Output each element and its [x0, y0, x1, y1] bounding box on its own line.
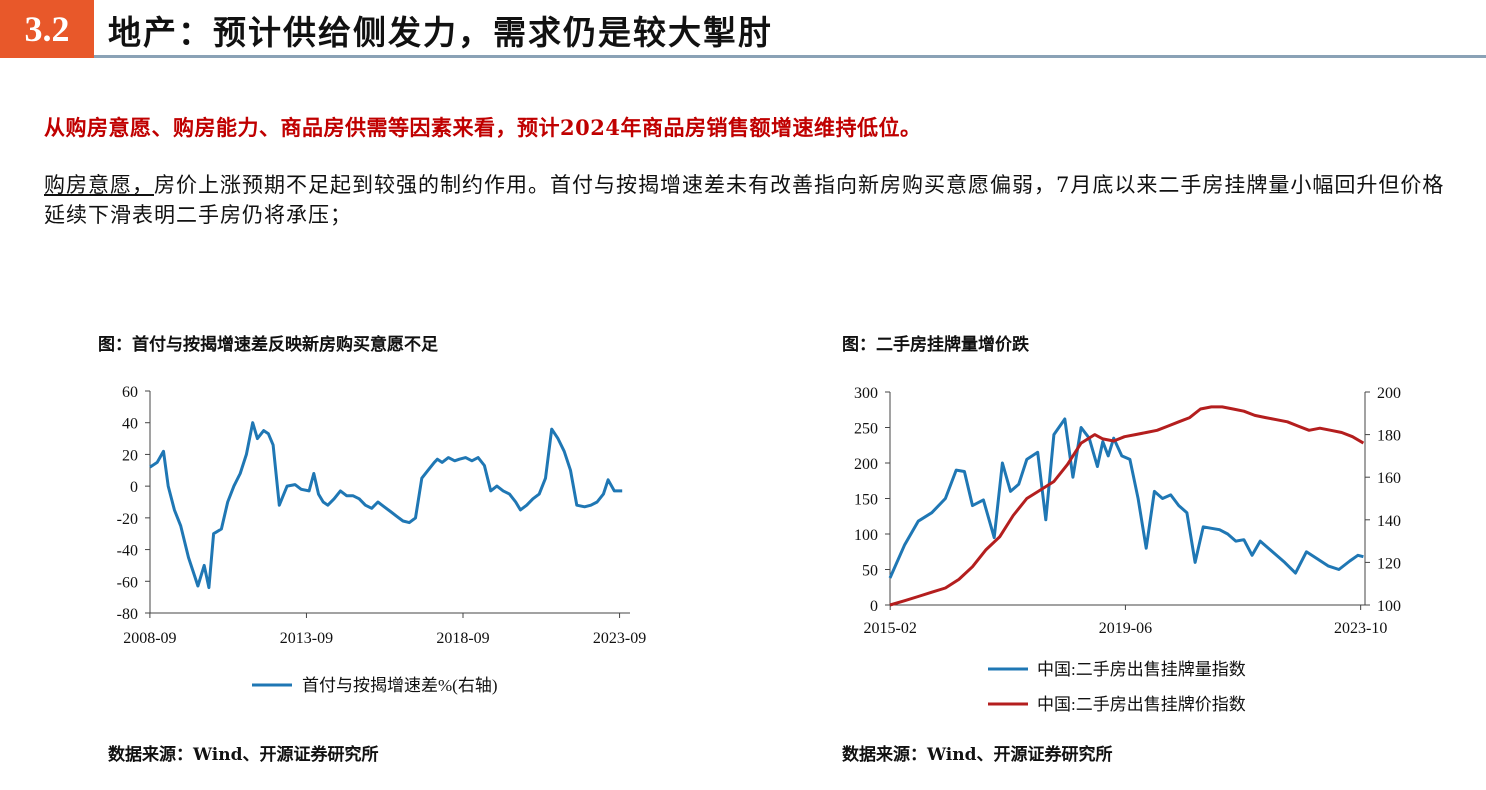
body-paragraph: 购房意愿，房价上涨预期不足起到较强的制约作用。首付与按揭增速差未有改善指向新房购…	[44, 170, 1464, 230]
x-tick-label: 2023-10	[1334, 620, 1387, 637]
right-y-tick-label: 100	[1377, 598, 1401, 615]
y-tick-label: 40	[122, 416, 138, 433]
legend-label: 首付与按揭增速差%(右轴)	[302, 676, 497, 695]
y-tick-label: 0	[130, 479, 138, 496]
x-tick-label: 2013-09	[280, 630, 333, 647]
series-line	[888, 417, 1364, 579]
right-y-tick-label: 180	[1377, 428, 1401, 445]
right-y-tick-label: 140	[1377, 513, 1401, 530]
x-tick-label: 2008-09	[123, 630, 176, 647]
left-y-tick-label: 250	[854, 421, 878, 438]
figure-2-title: 图：二手房挂牌量增价跌	[842, 335, 1029, 355]
figure-1-title: 图：首付与按揭增速差反映新房购买意愿不足	[98, 335, 438, 355]
section-number-badge: 3.2	[0, 0, 94, 58]
series-line	[889, 405, 1365, 607]
figure-1-source: 数据来源：Wind、开源证券研究所	[108, 745, 379, 765]
left-y-tick-label: 0	[870, 598, 878, 615]
y-tick-label: -40	[117, 543, 138, 560]
series-line	[149, 421, 623, 590]
y-tick-label: 20	[122, 447, 138, 464]
listing-dual-axis-chart: 0 50 100 150 200 250 300 100 120 140 160 180 200 2015…	[854, 385, 1401, 714]
right-y-tick-label: 160	[1377, 470, 1401, 487]
y-tick-label: 60	[122, 384, 138, 401]
y-tick-label: -60	[117, 574, 138, 591]
legend-label: 中国:二手房出售挂牌量指数	[1037, 660, 1246, 679]
lead-statement: 从购房意愿、购房能力、商品房供需等因素来看，预计2024年商品房销售额增速维持低…	[44, 115, 922, 140]
left-y-tick-label: 300	[854, 385, 878, 402]
left-y-tick-label: 100	[854, 527, 878, 544]
slide-header: 3.2 地产：预计供给侧发力，需求仍是较大掣肘	[0, 0, 1486, 58]
y-tick-label: -80	[117, 606, 138, 623]
slide-title: 地产：预计供给侧发力，需求仍是较大掣肘	[108, 13, 773, 52]
x-tick-label: 2023-09	[593, 630, 646, 647]
header-divider	[94, 55, 1486, 58]
figure-2-source: 数据来源：Wind、开源证券研究所	[842, 745, 1113, 765]
left-y-tick-label: 200	[854, 456, 878, 473]
left-y-tick-label: 50	[862, 563, 878, 580]
x-tick-label: 2018-09	[436, 630, 489, 647]
underlined-keyword: 购房意愿，	[44, 173, 154, 197]
spread-line-chart: -80 -60 -40 -20 0 20 40 60 2008-09 2013-09 2018-09…	[117, 384, 647, 695]
x-tick-label: 2015-02	[864, 620, 917, 637]
y-tick-label: -20	[117, 511, 138, 528]
right-y-tick-label: 200	[1377, 385, 1401, 402]
right-y-tick-label: 120	[1377, 555, 1401, 572]
paragraph-text: 房价上涨预期不足起到较强的制约作用。首付与按揭增速差未有改善指向新房购买意愿偏弱…	[44, 173, 1445, 227]
legend-label: 中国:二手房出售挂牌价指数	[1037, 695, 1246, 714]
x-tick-label: 2019-06	[1099, 620, 1152, 637]
left-y-tick-label: 150	[854, 492, 878, 509]
